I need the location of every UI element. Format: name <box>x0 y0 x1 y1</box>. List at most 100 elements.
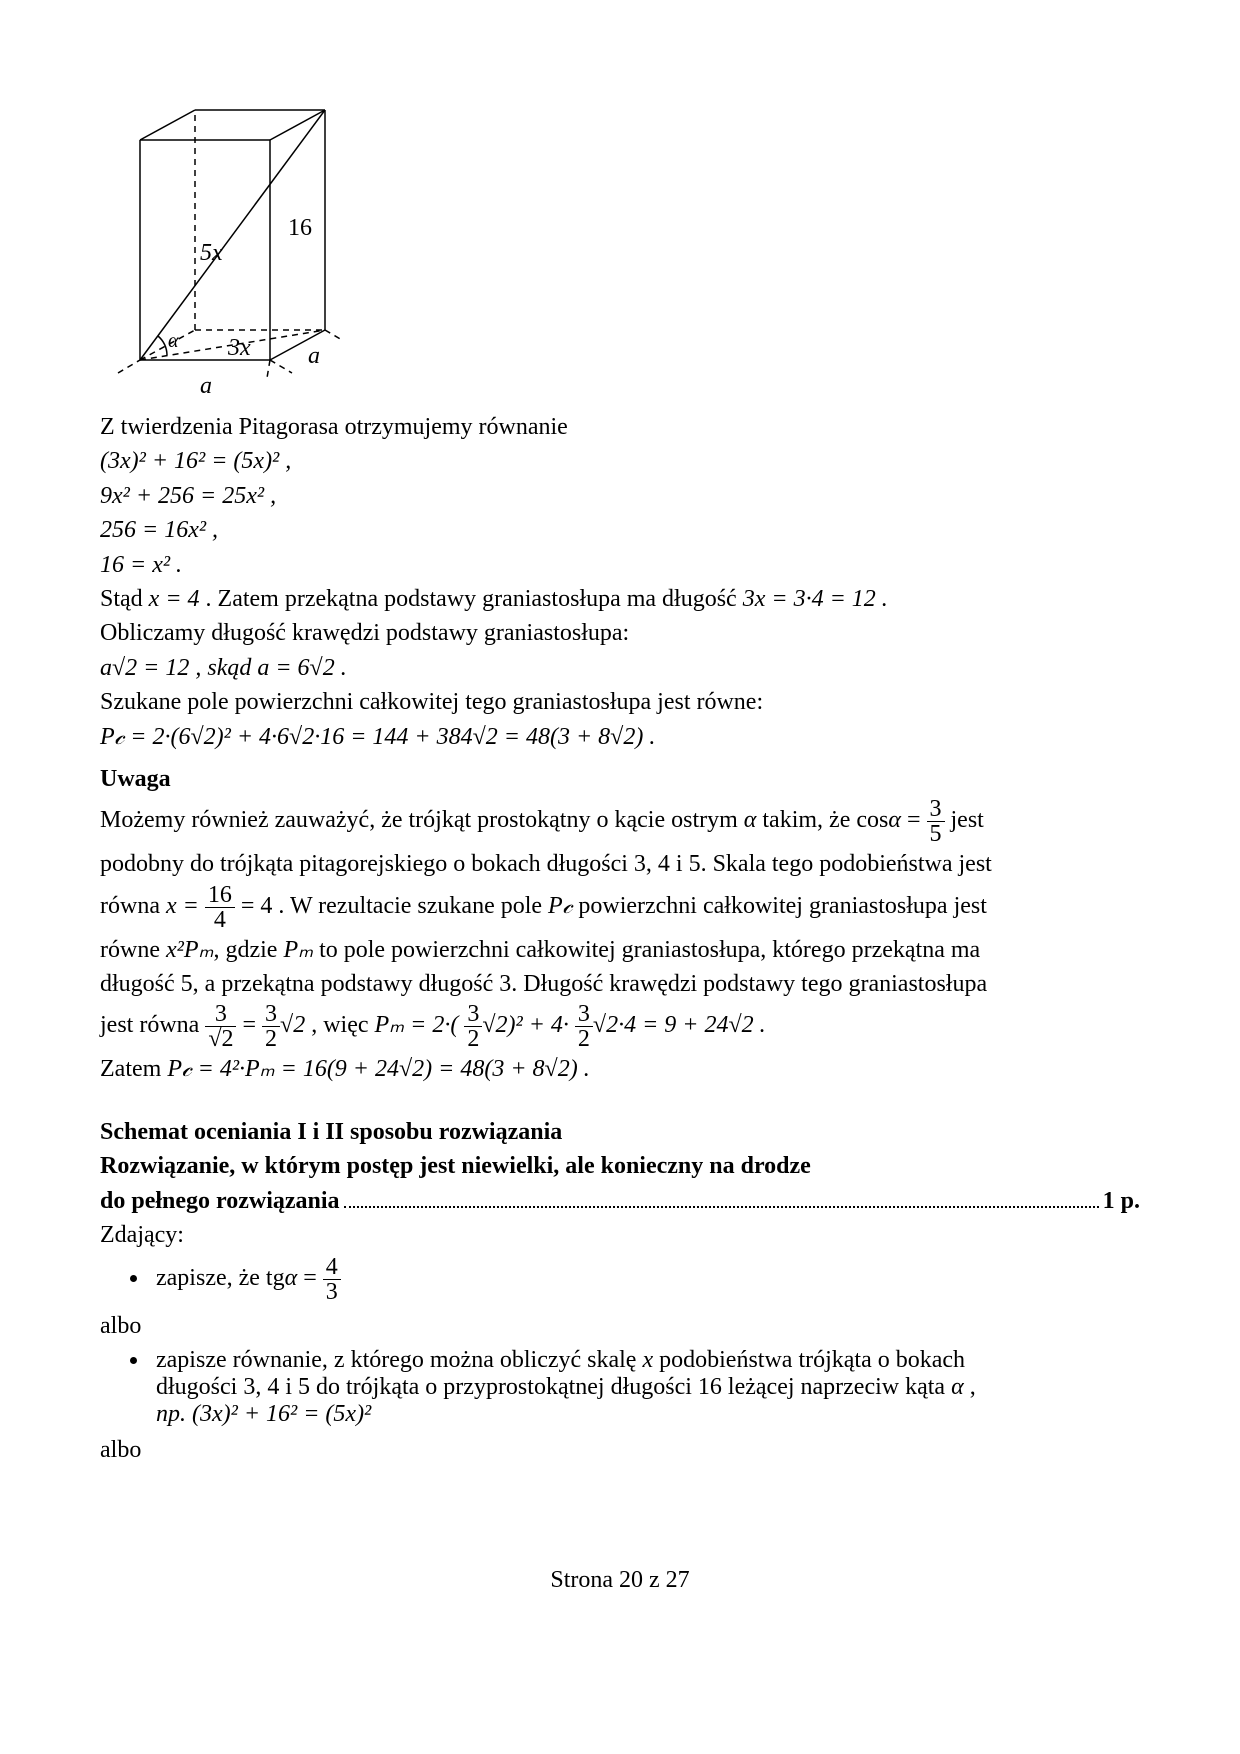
eq-a: a√2 = 12 , skąd a = 6√2 . <box>100 652 1140 684</box>
dot-leader <box>344 1186 1099 1207</box>
uwaga-line-1: Możemy również zauważyć, że trójkąt pros… <box>100 797 1140 846</box>
page-footer: Strona 20 z 27 <box>0 1567 1240 1594</box>
text: 3x = 3·4 = 12 . <box>743 586 888 612</box>
uwaga-line-3: równa x = 16 4 = 4 . W rezultacie szukan… <box>100 883 1140 932</box>
bullet-list-1: zapisze, że tgα = 4 3 <box>150 1255 1140 1304</box>
uwaga-line-5: długość 5, a przekątna podstawy długość … <box>100 968 1140 1000</box>
text: równe <box>100 937 166 963</box>
numerator: 3 <box>464 1002 482 1026</box>
text: , więc <box>311 1012 374 1038</box>
list-item: zapisze równanie, z którego można oblicz… <box>150 1347 1140 1428</box>
text: √2)² + 4· <box>482 1012 569 1038</box>
eq-pc: P𝒸 = 2·(6√2)² + 4·6√2·16 = 144 + 384√2 =… <box>100 721 1140 753</box>
bullet-list-2: zapisze równanie, z którego można oblicz… <box>150 1347 1140 1428</box>
text-stad: Stąd x = 4 . Zatem przekątna podstawy gr… <box>100 583 1140 615</box>
fraction: 4 3 <box>323 1255 341 1304</box>
label-alpha: α <box>168 330 179 352</box>
eq-3: 256 = 16x² , <box>100 514 1140 546</box>
prism-figure: 5x 16 3x α a a <box>110 100 1140 407</box>
fraction: 3 √2 <box>205 1002 236 1051</box>
denominator: √2 <box>205 1026 236 1051</box>
numerator: 3 <box>927 797 945 821</box>
label-3x: 3x <box>227 335 251 361</box>
text-albo-1: albo <box>100 1310 1140 1342</box>
text: jest <box>951 807 984 833</box>
text: x = <box>166 893 205 919</box>
eq-2: 9x² + 256 = 25x² , <box>100 480 1140 512</box>
text: x <box>642 1347 653 1373</box>
label-a-bottom: a <box>200 373 212 399</box>
uwaga-line-7: Zatem P𝒸 = 4²·Pₘ = 16(9 + 24√2) = 48(3 +… <box>100 1053 1140 1085</box>
fraction: 3 5 <box>927 797 945 846</box>
text: = <box>297 1265 323 1291</box>
denominator: 5 <box>927 821 945 846</box>
numerator: 16 <box>205 883 235 907</box>
text: P𝒸 <box>548 893 572 919</box>
text-oblicz: Obliczamy długość krawędzi podstawy gran… <box>100 617 1140 649</box>
text-pythag: Z twierdzenia Pitagorasa otrzymujemy rów… <box>100 411 1140 443</box>
text: = <box>242 1012 262 1038</box>
list-item: zapisze, że tgα = 4 3 <box>150 1255 1140 1304</box>
text: Pₘ = 2·( <box>375 1012 459 1038</box>
rozw-line-2: do pełnego rozwiązania 1 p. <box>100 1185 1140 1217</box>
denominator: 2 <box>464 1026 482 1051</box>
prism-svg: 5x 16 3x α a a <box>110 100 350 400</box>
label-5x: 5x <box>200 240 223 266</box>
page: 5x 16 3x α a a Z twierdzenia Pitagorasa … <box>0 0 1240 1654</box>
text: , <box>964 1374 976 1400</box>
eq-4: 16 = x² . <box>100 549 1140 581</box>
text: . Zatem przekątna podstawy graniastosłup… <box>206 586 743 612</box>
text: Możemy również zauważyć, że trójkąt pros… <box>100 807 744 833</box>
rozw-line-1: Rozwiązanie, w którym postęp jest niewie… <box>100 1150 1140 1182</box>
numerator: 3 <box>205 1002 236 1026</box>
heading-schemat: Schemat oceniania I i II sposobu rozwiąz… <box>100 1116 1140 1148</box>
text: α <box>888 807 901 833</box>
text: = <box>901 807 927 833</box>
text: Stąd <box>100 586 149 612</box>
text: Zatem <box>100 1056 167 1082</box>
text: podobieństwa trójkąta o bokach <box>653 1347 965 1373</box>
denominator: 3 <box>323 1279 341 1304</box>
text: Pₘ <box>283 937 313 963</box>
fraction: 3 2 <box>575 1002 593 1051</box>
text: x = 4 <box>149 586 200 612</box>
text: do pełnego rozwiązania <box>100 1185 340 1217</box>
text: √2 <box>280 1012 305 1038</box>
text: √2·4 = 9 + 24√2 . <box>593 1012 766 1038</box>
uwaga-line-2: podobny do trójkąta pitagorejskiego o bo… <box>100 848 1140 880</box>
fraction: 3 2 <box>464 1002 482 1051</box>
numerator: 3 <box>575 1002 593 1026</box>
text: , gdzie <box>213 937 283 963</box>
text: a = 6√2 . <box>257 655 346 681</box>
uwaga-line-6: jest równa 3 √2 = 3 2 √2 , więc Pₘ = 2·(… <box>100 1002 1140 1051</box>
text: α <box>285 1265 298 1291</box>
text: α <box>951 1374 964 1400</box>
text: x²Pₘ <box>166 937 213 963</box>
text-albo-2: albo <box>100 1434 1140 1466</box>
fraction: 16 4 <box>205 883 235 932</box>
denominator: 4 <box>205 907 235 932</box>
text: zapisze równanie, z którego można oblicz… <box>156 1347 642 1373</box>
text: α <box>744 807 757 833</box>
text: jest równa <box>100 1012 205 1038</box>
text-szukane: Szukane pole powierzchni całkowitej tego… <box>100 686 1140 718</box>
text-zdajacy: Zdający: <box>100 1219 1140 1251</box>
text: a√2 = 12 , skąd <box>100 655 257 681</box>
label-16: 16 <box>288 215 312 241</box>
uwaga-line-4: równe x²Pₘ, gdzie Pₘ to pole powierzchni… <box>100 934 1140 966</box>
text: to pole powierzchni całkowitej graniasto… <box>313 937 980 963</box>
denominator: 2 <box>262 1026 280 1051</box>
text: zapisze, że tg <box>156 1265 285 1291</box>
denominator: 2 <box>575 1026 593 1051</box>
text: równa <box>100 893 166 919</box>
text: P𝒸 = 4²·Pₘ = 16(9 + 24√2) = 48(3 + 8√2) … <box>167 1056 589 1082</box>
fraction: 3 2 <box>262 1002 280 1051</box>
label-a-right: a <box>308 343 320 369</box>
text: powierzchni całkowitej graniastosłupa je… <box>572 893 987 919</box>
points: 1 p. <box>1103 1185 1140 1217</box>
numerator: 3 <box>262 1002 280 1026</box>
text: długości 3, 4 i 5 do trójkąta o przypros… <box>156 1374 951 1400</box>
heading-uwaga: Uwaga <box>100 763 1140 795</box>
text: = 4 . W rezultacie szukane pole <box>241 893 548 919</box>
eq-1: (3x)² + 16² = (5x)² , <box>100 445 1140 477</box>
